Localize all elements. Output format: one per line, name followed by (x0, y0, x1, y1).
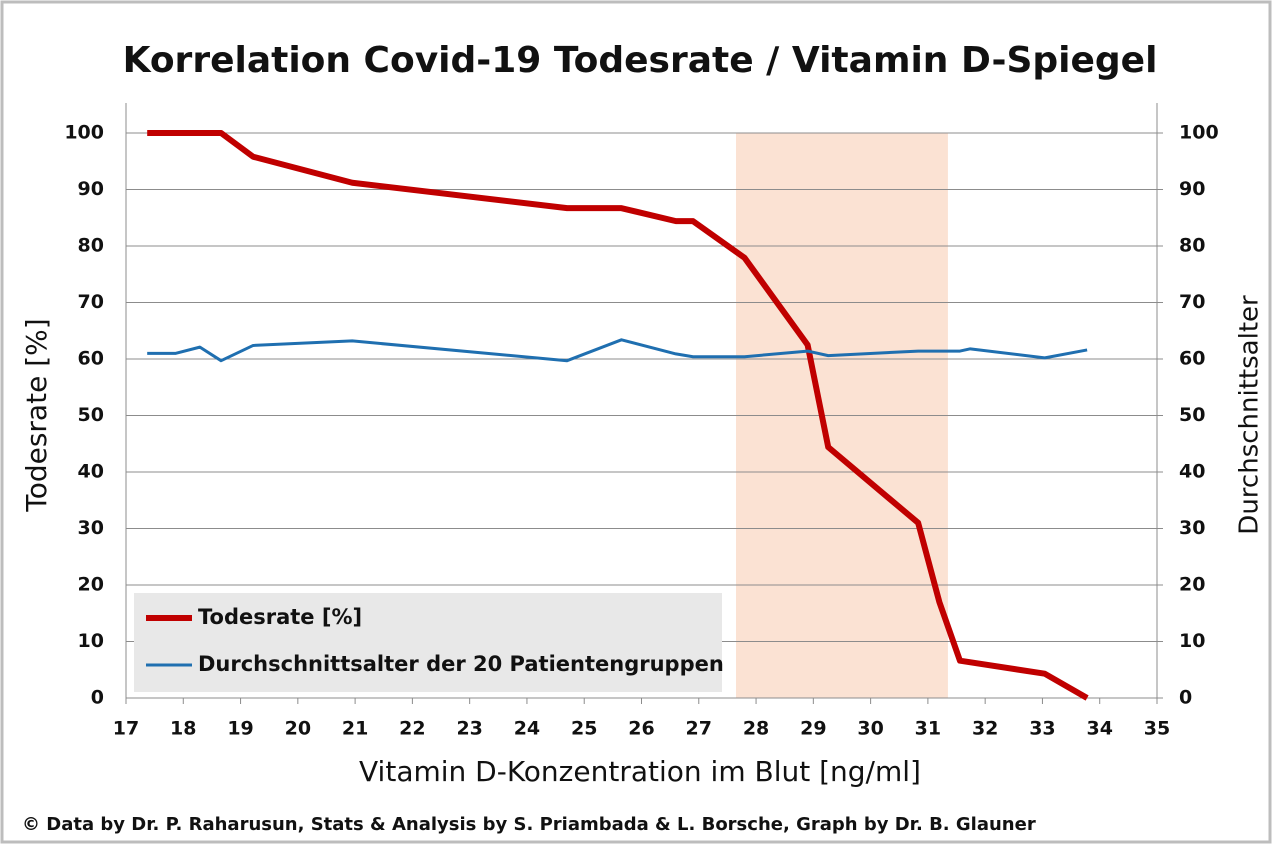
y2-tick-label: 20 (1179, 574, 1205, 596)
y-tick-label: 40 (78, 461, 104, 483)
y-tick-label: 10 (78, 630, 104, 652)
x-tick-label: 17 (113, 718, 139, 740)
y2-tick-label: 70 (1179, 291, 1205, 313)
y2-tick-label: 60 (1179, 348, 1205, 370)
source-note: © Data by Dr. P. Raharusun, Stats & Anal… (22, 814, 1036, 835)
x-tick-label: 32 (972, 718, 998, 740)
y-tick-label: 20 (78, 574, 104, 596)
y2-tick-label: 90 (1179, 178, 1205, 200)
x-tick-label: 35 (1144, 718, 1170, 740)
x-tick-label: 27 (686, 718, 712, 740)
data-line (147, 130, 1089, 701)
y-tick-label: 0 (91, 687, 104, 709)
y2-tick-label: 30 (1179, 517, 1205, 539)
y2-tick-label: 100 (1179, 122, 1219, 144)
x-tick-label: 23 (456, 718, 482, 740)
x-tick-label: 20 (285, 718, 311, 740)
x-tick-label: 29 (800, 718, 826, 740)
x-tick-label: 26 (628, 718, 654, 740)
chart-title: Korrelation Covid-19 Todesrate / Vitamin… (123, 40, 1158, 81)
legend-label: Durchschnittsalter der 20 Patientengrupp… (198, 652, 724, 676)
y-tick-label: 100 (64, 122, 104, 144)
x-axis-label: Vitamin D-Konzentration im Blut [ng/ml] (359, 755, 921, 788)
x-tick-label: 19 (227, 718, 253, 740)
y-tick-label: 30 (78, 517, 104, 539)
x-tick-label: 21 (342, 718, 368, 740)
x-tick-label: 30 (857, 718, 883, 740)
y2-tick-label: 10 (1179, 630, 1205, 652)
y2-axis-label: Durchschnittsalter (1235, 295, 1265, 535)
x-tick-label: 34 (1086, 718, 1112, 740)
legend-label: Todesrate [%] (198, 605, 362, 629)
y-tick-label: 70 (78, 291, 104, 313)
y2-tick-label: 50 (1179, 404, 1205, 426)
legend-box (134, 593, 722, 692)
y-tick-label: 80 (78, 235, 104, 257)
y2-tick-label: 40 (1179, 461, 1205, 483)
x-tick-label: 24 (514, 718, 540, 740)
x-tick-label: 25 (571, 718, 597, 740)
y2-tick-label: 0 (1179, 687, 1192, 709)
y-tick-label: 50 (78, 404, 104, 426)
x-tick-label: 28 (743, 718, 769, 740)
y-axis-label: Todesrate [%] (20, 318, 53, 512)
x-tick-label: 18 (170, 718, 196, 740)
y2-tick-label: 80 (1179, 235, 1205, 257)
y-tick-label: 60 (78, 348, 104, 370)
x-tick-label: 31 (915, 718, 941, 740)
x-tick-label: 22 (399, 718, 425, 740)
x-tick-label: 33 (1029, 718, 1055, 740)
data-line (147, 338, 1088, 363)
y-tick-label: 90 (78, 178, 104, 200)
